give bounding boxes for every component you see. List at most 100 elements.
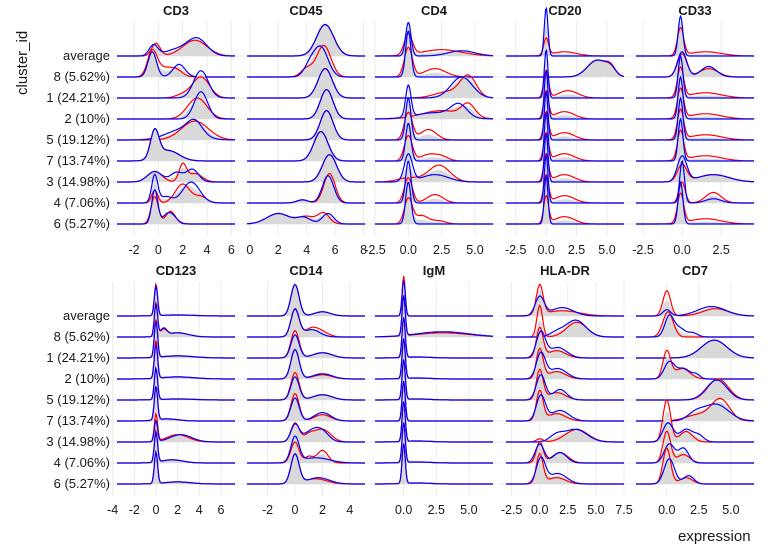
- ridge-line-blue: [636, 75, 754, 120]
- ridge-line-blue: [117, 365, 235, 401]
- ridge-fill: [506, 392, 624, 421]
- ridge-fill: [247, 24, 365, 56]
- ridge-fill: [506, 442, 624, 463]
- ridge-fill: [506, 102, 624, 140]
- ridge-line-blue: [247, 348, 365, 380]
- ridge-line-blue: [247, 397, 365, 422]
- ridge-fill: [375, 443, 493, 484]
- x-tick-label: -2.5: [364, 243, 386, 257]
- ridge-fill: [506, 455, 624, 484]
- ridge-line-blue: [247, 307, 365, 338]
- ridge-line-blue: [636, 51, 754, 78]
- ridge-fill: [375, 278, 493, 316]
- ridge-line-blue: [506, 428, 624, 443]
- ridge-line-blue: [506, 6, 624, 57]
- ridge-line-blue: [117, 51, 235, 78]
- ridge-line-red: [375, 443, 493, 485]
- ridge-fill: [375, 190, 493, 224]
- ridge-line-red: [636, 290, 754, 317]
- ridge-line-blue: [375, 84, 493, 120]
- ridge-fill: [506, 81, 624, 119]
- ridge-fill: [375, 338, 493, 379]
- ridge-line-blue: [247, 453, 365, 485]
- ridge-line-blue: [117, 386, 235, 422]
- ridge-line-blue: [117, 168, 235, 183]
- ridge-line-red: [247, 348, 365, 380]
- facet-title: IgM: [423, 263, 445, 278]
- ridge-line-blue: [375, 422, 493, 464]
- ridge-line-blue: [506, 132, 624, 183]
- ridge-line-blue: [247, 423, 365, 443]
- ridge-line-blue: [117, 449, 235, 485]
- ridge-fill: [247, 131, 365, 161]
- ridge-fill: [636, 171, 754, 203]
- panel-cd14: CD14 -2 0 2 4: [239, 263, 369, 517]
- ridge-line-red: [636, 192, 755, 225]
- ridge-line-blue: [375, 338, 493, 380]
- panel-cd4: CD4 -2.5 0.0 2.5 5.0: [364, 3, 497, 257]
- ridge-line-blue: [375, 359, 493, 401]
- ridge-line-blue: [506, 351, 624, 380]
- x-tick-label: 0.0: [395, 503, 412, 517]
- x-tick-label: 2: [179, 243, 186, 257]
- ridge-line-blue: [247, 110, 365, 141]
- ridge-fill: [506, 350, 624, 379]
- ridge-line-blue: [246, 212, 365, 225]
- ridge-fill: [506, 23, 624, 56]
- ridge-line-blue: [506, 456, 624, 485]
- ridge-line-red: [375, 276, 493, 317]
- ridge-line-blue: [117, 70, 235, 99]
- ridge-fill: [375, 401, 493, 442]
- ridge-fill: [636, 21, 754, 56]
- ridge-line-blue: [117, 173, 235, 204]
- ridge-line-red: [636, 129, 755, 162]
- ridge-line-blue: [506, 295, 624, 317]
- ridge-line-blue: [247, 283, 365, 317]
- ridge-line-blue: [117, 430, 235, 464]
- ridge-line-blue: [506, 443, 624, 464]
- ridge-line-red: [636, 447, 754, 485]
- facet-title: CD7: [682, 263, 708, 278]
- ridge-line-blue: [247, 175, 365, 204]
- ridge-fill: [117, 50, 235, 77]
- ridge-fill: [375, 359, 493, 400]
- ridge-fill: [247, 110, 365, 140]
- ridge-fill: [506, 123, 624, 161]
- ridge-line-red: [636, 66, 755, 99]
- x-tick-label: -2: [262, 503, 273, 517]
- ridge-line-blue: [247, 23, 365, 57]
- ridge-fill: [375, 76, 493, 98]
- ridge-line-red: [375, 401, 493, 443]
- ridge-fill: [506, 186, 624, 224]
- ridge-fill: [375, 169, 493, 203]
- x-tick-label: 7.5: [615, 503, 632, 517]
- x-tick-label: -2.5: [505, 243, 527, 257]
- ridge-line-blue: [636, 155, 754, 183]
- ridge-line-blue: [375, 30, 493, 78]
- ridge-fill: [506, 144, 624, 182]
- y-tick-label: 1 (24.21%): [46, 90, 110, 105]
- ridge-fill: [247, 309, 365, 337]
- ridge-fill: [117, 120, 235, 140]
- ridge-line-blue: [375, 295, 494, 338]
- ridge-fill: [506, 329, 624, 358]
- panel-cd3: CD3 -2 0 2 4 6: [109, 3, 239, 257]
- facet-title: CD45: [289, 3, 322, 18]
- ridge-line-red: [375, 338, 493, 380]
- ridge-line-blue: [636, 306, 754, 317]
- y-tick-label: 5 (19.12%): [46, 392, 110, 407]
- x-tick-label: 0.0: [673, 243, 690, 257]
- ridge-line-red: [247, 130, 365, 162]
- ridge-fill: [375, 39, 493, 77]
- ridge-line-red: [636, 26, 754, 57]
- y-tick-label: 3 (14.98%): [46, 434, 110, 449]
- x-tick-label: -2: [129, 503, 140, 517]
- ridge-line-blue: [636, 443, 754, 464]
- ridge-line-blue: [636, 379, 754, 401]
- ridge-line-blue: [375, 21, 494, 57]
- facet-title: CD33: [678, 3, 711, 18]
- ridge-line-blue: [636, 458, 754, 485]
- x-tick-label: 2.5: [433, 243, 450, 257]
- facet-title: CD20: [548, 3, 581, 18]
- ridge-line-red: [375, 359, 493, 401]
